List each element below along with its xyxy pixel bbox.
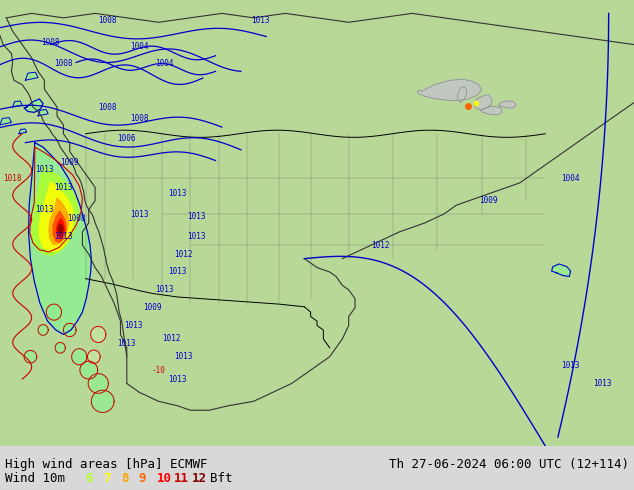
- Text: Bft: Bft: [210, 472, 232, 485]
- Polygon shape: [72, 349, 87, 365]
- Polygon shape: [0, 0, 634, 446]
- Text: 1013: 1013: [35, 165, 54, 174]
- Text: 1012: 1012: [162, 334, 181, 343]
- Text: 1012: 1012: [371, 241, 390, 250]
- Text: Wind 10m: Wind 10m: [5, 472, 65, 485]
- Polygon shape: [91, 326, 106, 343]
- Polygon shape: [552, 264, 571, 276]
- Text: 1013: 1013: [187, 232, 206, 241]
- Text: 1013: 1013: [593, 379, 612, 388]
- Polygon shape: [19, 129, 27, 134]
- Text: 1008: 1008: [130, 114, 149, 122]
- Polygon shape: [63, 323, 76, 337]
- Text: High wind areas [hPa] ECMWF: High wind areas [hPa] ECMWF: [5, 458, 207, 470]
- Polygon shape: [474, 95, 492, 110]
- Text: 12: 12: [192, 472, 207, 485]
- Text: 1013: 1013: [187, 212, 206, 221]
- Text: 1018: 1018: [3, 174, 22, 183]
- Polygon shape: [0, 0, 127, 268]
- Polygon shape: [25, 72, 38, 80]
- Text: 1013: 1013: [250, 16, 269, 24]
- Text: 9: 9: [139, 472, 146, 485]
- Polygon shape: [46, 304, 61, 320]
- Polygon shape: [24, 99, 43, 112]
- Text: 1008: 1008: [98, 102, 117, 112]
- Polygon shape: [481, 106, 502, 115]
- Text: 1013: 1013: [168, 268, 187, 276]
- Polygon shape: [88, 374, 108, 393]
- Polygon shape: [87, 350, 100, 364]
- Polygon shape: [458, 87, 467, 102]
- Polygon shape: [29, 143, 91, 334]
- Text: 10: 10: [157, 472, 172, 485]
- Text: 1008: 1008: [41, 38, 60, 47]
- Text: 1008: 1008: [98, 16, 117, 24]
- Text: 1009: 1009: [479, 196, 498, 205]
- Polygon shape: [498, 101, 516, 108]
- Text: 6: 6: [86, 472, 93, 485]
- Text: 1013: 1013: [168, 190, 187, 198]
- Polygon shape: [56, 219, 65, 238]
- Text: 1004: 1004: [561, 174, 580, 183]
- Text: 1013: 1013: [168, 374, 187, 384]
- Polygon shape: [91, 390, 114, 413]
- Text: 1012: 1012: [174, 250, 193, 259]
- Text: 1013: 1013: [130, 210, 149, 219]
- Text: 1013: 1013: [35, 205, 54, 214]
- Polygon shape: [53, 211, 66, 243]
- Text: 1013: 1013: [54, 232, 73, 241]
- Text: -10: -10: [152, 366, 165, 374]
- Text: 1008: 1008: [67, 214, 86, 223]
- Polygon shape: [39, 182, 74, 251]
- Polygon shape: [32, 165, 79, 255]
- Polygon shape: [24, 350, 37, 363]
- Text: 1013: 1013: [117, 339, 136, 348]
- Text: 1004: 1004: [155, 59, 174, 68]
- Polygon shape: [58, 224, 63, 235]
- Polygon shape: [38, 109, 48, 116]
- Text: 1013: 1013: [155, 285, 174, 294]
- Polygon shape: [13, 101, 22, 107]
- Text: 8: 8: [121, 472, 129, 485]
- Text: 11: 11: [174, 472, 190, 485]
- Polygon shape: [0, 118, 11, 125]
- Polygon shape: [417, 79, 482, 101]
- Text: Th 27-06-2024 06:00 UTC (12+114): Th 27-06-2024 06:00 UTC (12+114): [389, 458, 629, 470]
- Text: 1009: 1009: [143, 303, 162, 312]
- Polygon shape: [55, 343, 65, 353]
- Text: 1013: 1013: [561, 361, 580, 370]
- Polygon shape: [38, 324, 48, 335]
- Text: 1006: 1006: [117, 134, 136, 143]
- Text: 1004: 1004: [130, 42, 149, 51]
- Text: 1008: 1008: [54, 59, 73, 68]
- Text: 1013: 1013: [54, 183, 73, 192]
- Polygon shape: [80, 361, 98, 379]
- Text: 1013: 1013: [124, 321, 143, 330]
- Text: 1009: 1009: [60, 158, 79, 167]
- Polygon shape: [49, 198, 68, 245]
- Text: 7: 7: [103, 472, 111, 485]
- Text: 1013: 1013: [174, 352, 193, 361]
